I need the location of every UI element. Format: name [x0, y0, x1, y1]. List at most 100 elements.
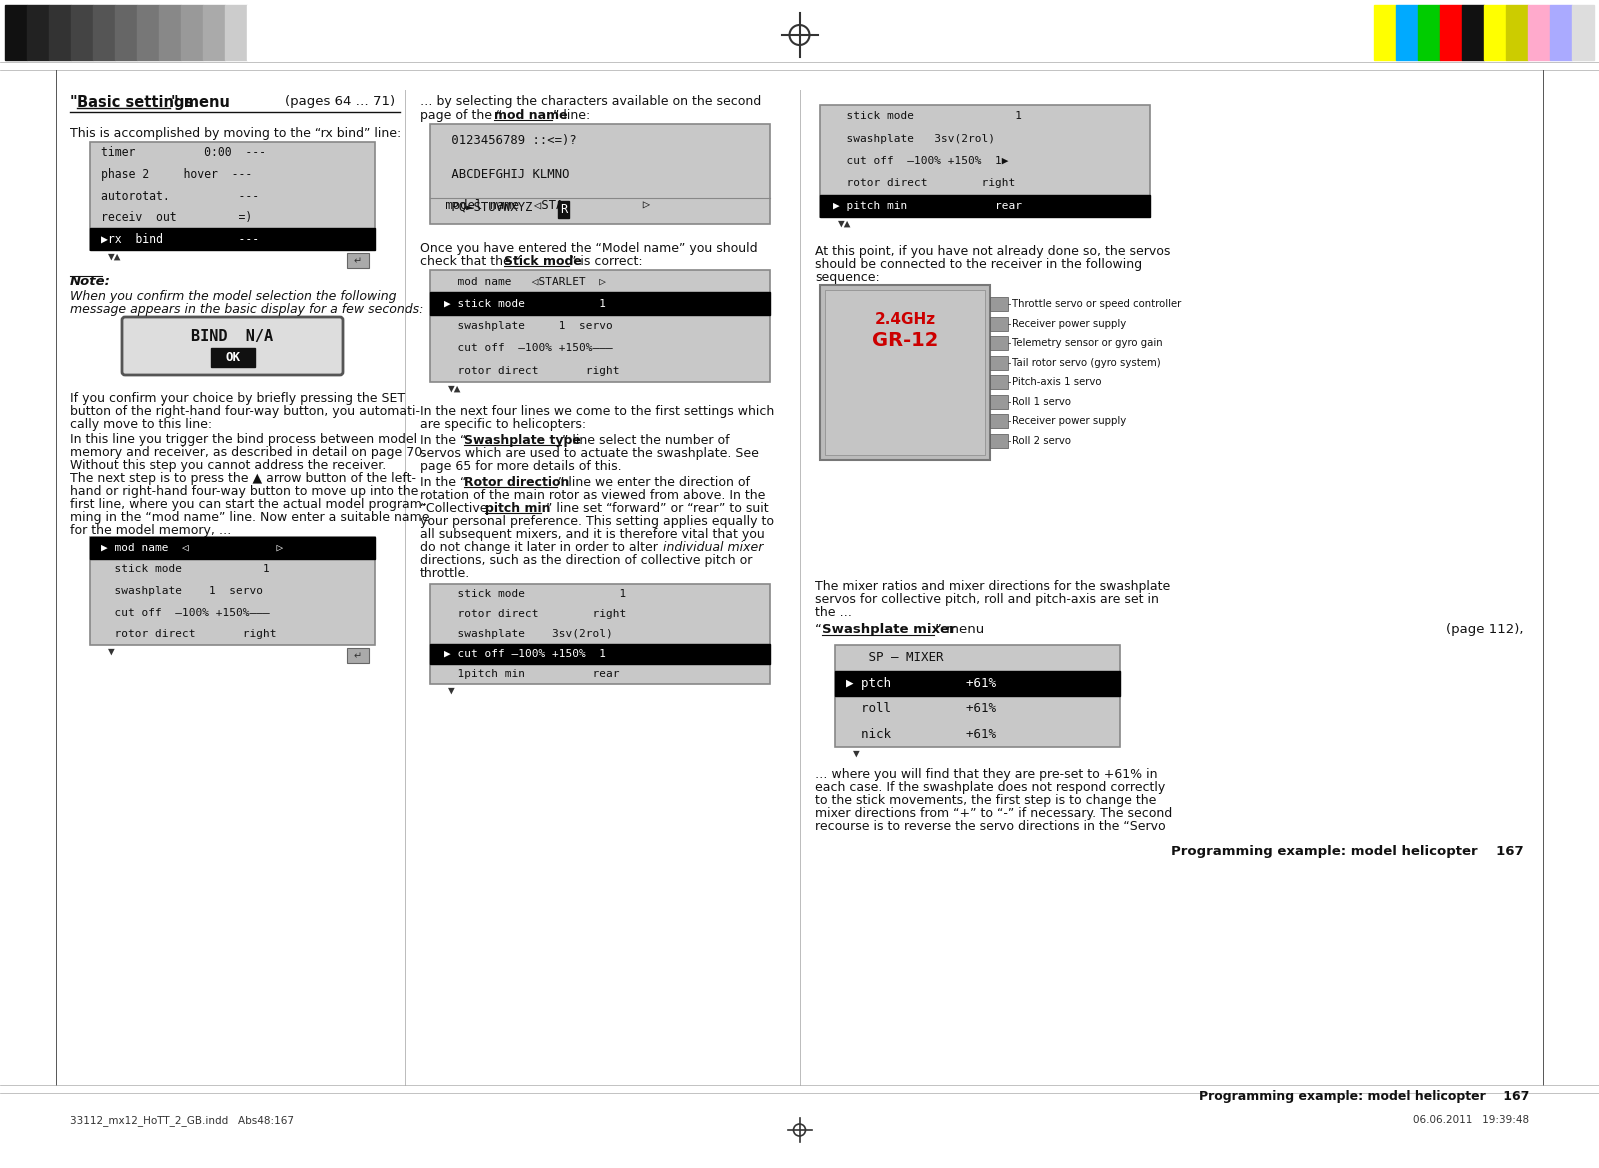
- Bar: [558, 201, 569, 218]
- Text: individual mixer: individual mixer: [664, 541, 763, 554]
- Text: memory and receiver, as described in detail on page 70.: memory and receiver, as described in det…: [70, 446, 427, 459]
- Text: The mixer ratios and mixer directions for the swashplate: The mixer ratios and mixer directions fo…: [815, 580, 1170, 593]
- Text: your personal preference. This setting applies equally to: your personal preference. This setting a…: [421, 515, 774, 528]
- Bar: [820, 195, 1150, 217]
- Text: page 65 for more details of this.: page 65 for more details of this.: [421, 460, 622, 473]
- Text: check that the “: check that the “: [421, 255, 521, 267]
- Bar: [70, 5, 93, 60]
- Text: Receiver power supply: Receiver power supply: [1012, 319, 1126, 329]
- Bar: [1549, 5, 1572, 60]
- Text: ▼: ▼: [448, 686, 454, 696]
- Text: In the next four lines we come to the first settings which: In the next four lines we come to the fi…: [421, 405, 774, 418]
- Text: rotation of the main rotor as viewed from above. In the: rotation of the main rotor as viewed fro…: [421, 489, 766, 502]
- Text: ▷: ▷: [569, 199, 651, 213]
- Bar: [90, 537, 376, 558]
- Text: button of the right-hand four-way button, you automati-: button of the right-hand four-way button…: [70, 405, 421, 418]
- Text: Receiver power supply: Receiver power supply: [1012, 416, 1126, 426]
- Text: 2.4GHz: 2.4GHz: [875, 313, 935, 327]
- Bar: [347, 648, 369, 663]
- Text: roll          +61%: roll +61%: [846, 702, 996, 715]
- Bar: [211, 348, 254, 367]
- Text: message appears in the basic display for a few seconds:: message appears in the basic display for…: [70, 303, 424, 317]
- Text: are specific to helicopters:: are specific to helicopters:: [421, 418, 587, 431]
- Bar: [1506, 5, 1529, 60]
- Text: directions, such as the direction of collective pitch or: directions, such as the direction of col…: [421, 554, 753, 566]
- Text: model name  ◁STA: model name ◁STA: [438, 199, 563, 213]
- Text: In the “: In the “: [421, 477, 467, 489]
- Text: ” menu: ” menu: [935, 623, 985, 637]
- Text: for the model memory, …: for the model memory, …: [70, 524, 232, 537]
- Text: rotor direct       right: rotor direct right: [443, 366, 619, 376]
- Text: ” is correct:: ” is correct:: [569, 255, 643, 267]
- Text: “Collective: “Collective: [421, 502, 491, 515]
- Bar: [825, 290, 985, 456]
- Text: ABCDEFGHIJ KLMNO: ABCDEFGHIJ KLMNO: [443, 167, 569, 181]
- Bar: [1374, 5, 1396, 60]
- Bar: [181, 5, 203, 60]
- Text: .” line set “forward” or “rear” to suit: .” line set “forward” or “rear” to suit: [542, 502, 769, 515]
- Bar: [430, 644, 771, 663]
- Text: Swashplate mixer: Swashplate mixer: [822, 623, 956, 637]
- Text: (pages 64 … 71): (pages 64 … 71): [285, 95, 395, 107]
- Text: PQ►STUVWXYZ: PQ►STUVWXYZ: [443, 201, 532, 214]
- Text: 0123456789 ::<=)?: 0123456789 ::<=)?: [443, 134, 576, 147]
- Bar: [115, 5, 138, 60]
- Bar: [1461, 5, 1484, 60]
- Text: ↵: ↵: [353, 651, 361, 661]
- Bar: [835, 670, 1119, 696]
- Bar: [1441, 5, 1461, 60]
- Bar: [990, 395, 1007, 409]
- Text: Basic settings: Basic settings: [77, 95, 193, 110]
- Text: should be connected to the receiver in the following: should be connected to the receiver in t…: [815, 258, 1142, 271]
- Text: stick mode            1: stick mode 1: [101, 564, 270, 575]
- Text: first line, where you can start the actual model program-: first line, where you can start the actu…: [70, 498, 427, 512]
- Text: to the stick movements, the first step is to change the: to the stick movements, the first step i…: [815, 794, 1156, 807]
- Text: all subsequent mixers, and it is therefore vital that you: all subsequent mixers, and it is therefo…: [421, 528, 764, 541]
- Text: cut off  –100% +150%  1▶: cut off –100% +150% 1▶: [833, 157, 1009, 166]
- Bar: [1418, 5, 1441, 60]
- Text: At this point, if you have not already done so, the servos: At this point, if you have not already d…: [815, 245, 1170, 258]
- Bar: [90, 229, 376, 250]
- Bar: [990, 317, 1007, 331]
- Text: ming in the “mod name” line. Now enter a suitable name: ming in the “mod name” line. Now enter a…: [70, 512, 430, 524]
- Text: Telemetry sensor or gyro gain: Telemetry sensor or gyro gain: [1012, 339, 1162, 348]
- Text: Once you have entered the “Model name” you should: Once you have entered the “Model name” y…: [421, 242, 758, 255]
- Bar: [225, 5, 246, 60]
- Text: swashplate     1  servo: swashplate 1 servo: [443, 321, 612, 331]
- FancyBboxPatch shape: [122, 317, 344, 375]
- Bar: [990, 356, 1007, 370]
- Text: mod name   ◁STARLET  ▷: mod name ◁STARLET ▷: [443, 276, 606, 286]
- Bar: [158, 5, 181, 60]
- Text: Roll 2 servo: Roll 2 servo: [1012, 436, 1071, 445]
- Text: phase 2     hover  ---: phase 2 hover ---: [101, 168, 253, 181]
- Text: … where you will find that they are pre-set to +61% in: … where you will find that they are pre-…: [815, 769, 1158, 781]
- Bar: [820, 285, 990, 460]
- Text: … by selecting the characters available on the second: … by selecting the characters available …: [421, 95, 761, 107]
- Bar: [990, 336, 1007, 350]
- Text: ▶ ptch          +61%: ▶ ptch +61%: [846, 676, 996, 690]
- Bar: [990, 375, 1007, 389]
- Text: ▼▲: ▼▲: [448, 384, 462, 394]
- Text: 06.06.2011   19:39:48: 06.06.2011 19:39:48: [1414, 1115, 1529, 1125]
- Text: Programming example: model helicopter    167: Programming example: model helicopter 16…: [1172, 844, 1524, 858]
- Text: When you confirm the model selection the following: When you confirm the model selection the…: [70, 290, 397, 303]
- Text: servos for collective pitch, roll and pitch-axis are set in: servos for collective pitch, roll and pi…: [815, 593, 1159, 606]
- Text: OK: OK: [225, 352, 240, 364]
- Text: ” line select the number of: ” line select the number of: [561, 434, 729, 447]
- Text: (page 112),: (page 112),: [1447, 623, 1524, 637]
- FancyBboxPatch shape: [820, 105, 1150, 217]
- Text: Programming example: model helicopter    167: Programming example: model helicopter 16…: [1199, 1090, 1529, 1103]
- Text: ▼: ▼: [109, 647, 115, 656]
- Text: mixer directions from “+” to “-” if necessary. The second: mixer directions from “+” to “-” if nece…: [815, 807, 1172, 820]
- Text: ": ": [70, 95, 78, 110]
- Text: stick mode              1: stick mode 1: [443, 589, 625, 599]
- Text: Note:: Note:: [70, 274, 110, 288]
- Bar: [1529, 5, 1549, 60]
- Text: ▶ stick mode           1: ▶ stick mode 1: [443, 299, 606, 308]
- Text: 1pitch min          rear: 1pitch min rear: [443, 669, 619, 679]
- Text: cut off  –100% +150%–––: cut off –100% +150%–––: [101, 607, 270, 618]
- Text: ▼▲: ▼▲: [838, 220, 852, 229]
- Bar: [1396, 5, 1418, 60]
- Text: If you confirm your choice by briefly pressing the SET: If you confirm your choice by briefly pr…: [70, 392, 405, 405]
- Text: ▶ cut off –100% +150%  1: ▶ cut off –100% +150% 1: [443, 649, 606, 659]
